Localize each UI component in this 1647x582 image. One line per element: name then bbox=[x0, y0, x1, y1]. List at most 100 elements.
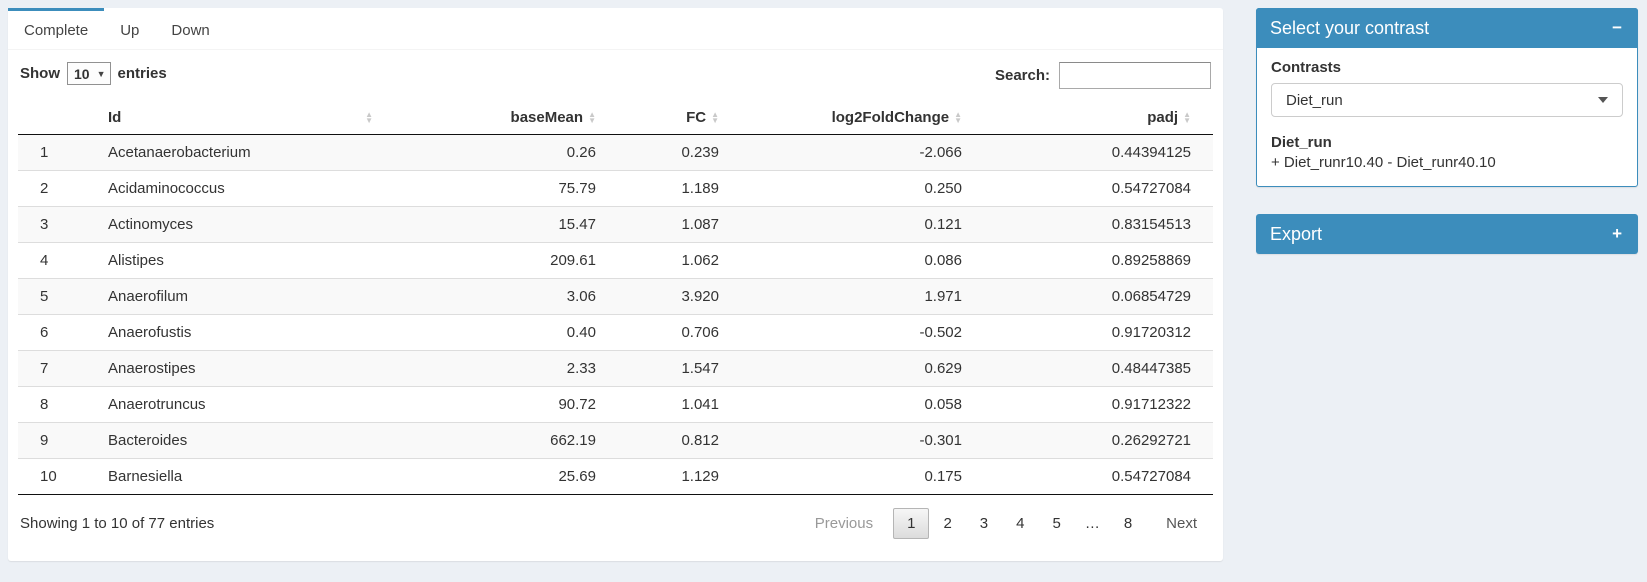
row-index-cell: 7 bbox=[18, 350, 98, 387]
row-index-cell: 6 bbox=[18, 314, 98, 351]
results-table: Id ▲ ▼ baseMean ▲ ▼ FC bbox=[18, 101, 1213, 495]
table-row[interactable]: 1 Acetanaerobacterium 0.26 0.239 -2.066 0.443… bbox=[18, 134, 1213, 171]
contrast-name: Diet_run bbox=[1271, 134, 1332, 151]
padj-cell: 0.06854729 bbox=[978, 278, 1213, 315]
padj-cell: 0.91720312 bbox=[978, 314, 1213, 351]
basemean-cell: 75.79 bbox=[383, 170, 608, 207]
fc-cell: 0.706 bbox=[608, 314, 733, 351]
padj-cell: 0.44394125 bbox=[1111, 144, 1191, 161]
id-cell: Acidaminococcus bbox=[98, 170, 383, 207]
log2foldchange-cell: 0.086 bbox=[733, 242, 978, 279]
basemean-cell: 90.72 bbox=[383, 386, 608, 423]
pagination-pages: 1 2 3 4 5 … 8 bbox=[893, 508, 1146, 539]
table-row[interactable]: 8 Anaerotruncus 90.72 1.041 0.058 0.91712322 bbox=[18, 386, 1213, 423]
fc-cell: 1.062 bbox=[608, 242, 733, 279]
tab-strip: Complete Up Down bbox=[8, 8, 1223, 50]
sort-icon: ▲ ▼ bbox=[711, 109, 719, 125]
caret-down-icon: ▼ bbox=[96, 68, 106, 79]
contrast-select[interactable]: Diet_run bbox=[1271, 83, 1623, 117]
row-index-cell: 9 bbox=[18, 422, 98, 459]
row-index-cell: 5 bbox=[18, 278, 98, 315]
id-cell: Actinomyces bbox=[98, 206, 383, 243]
log2foldchange-cell: 0.121 bbox=[733, 206, 978, 243]
collapse-icon[interactable]: − bbox=[1612, 18, 1622, 37]
table-row[interactable]: 9 Bacteroides 662.19 0.812 -0.301 0.26292721 bbox=[18, 422, 1213, 459]
table-body: 1 Acetanaerobacterium 0.26 0.239 -2.066 0.443… bbox=[18, 134, 1213, 495]
table-controls: Show 10 ▼ entries Search: bbox=[20, 62, 1211, 89]
id-cell: Barnesiella bbox=[98, 458, 383, 495]
table-row[interactable]: 4 Alistipes 209.61 1.062 0.086 0.89258869 bbox=[18, 242, 1213, 279]
table-row[interactable]: 6 Anaerofustis 0.40 0.706 -0.502 0.91720312 bbox=[18, 314, 1213, 351]
padj-cell: 0.54727084 bbox=[978, 458, 1213, 495]
contrast-select-value: Diet_run bbox=[1286, 91, 1343, 109]
next-button[interactable]: Next bbox=[1166, 515, 1197, 532]
table-row[interactable]: 5 Anaerofilum 3.06 3.920 1.971 0.06854729 bbox=[18, 278, 1213, 315]
log2foldchange-cell: -2.066 bbox=[919, 144, 962, 161]
page-button[interactable]: 8 bbox=[1123, 515, 1133, 532]
header-padj[interactable]: padj ▲ ▼ bbox=[978, 101, 1213, 135]
id-cell: Alistipes bbox=[98, 242, 383, 279]
search-input[interactable] bbox=[1059, 62, 1211, 89]
table-footer: Showing 1 to 10 of 77 entries Previous 1… bbox=[20, 508, 1211, 539]
row-index-cell: 1 bbox=[40, 144, 49, 161]
id-cell: Acetanaerobacterium bbox=[108, 144, 251, 161]
sort-icon: ▲ ▼ bbox=[588, 109, 596, 125]
row-index-cell: 3 bbox=[18, 206, 98, 243]
sidebar: Select your contrast − Contrasts Diet_ru… bbox=[1256, 8, 1638, 254]
table-row[interactable]: 10 Barnesiella 25.69 1.129 0.175 0.54727084 bbox=[18, 458, 1213, 495]
contrast-box: Select your contrast − Contrasts Diet_ru… bbox=[1256, 8, 1638, 187]
header-id[interactable]: Id ▲ ▼ bbox=[98, 101, 383, 135]
basemean-cell: 15.47 bbox=[383, 206, 608, 243]
header-fc[interactable]: FC ▲ ▼ bbox=[608, 101, 733, 135]
page-button[interactable]: 2 bbox=[943, 515, 952, 532]
contrast-box-title: Select your contrast bbox=[1270, 18, 1430, 38]
header-log2foldchange[interactable]: log2FoldChange ▲ ▼ bbox=[733, 101, 978, 135]
search-control: Search: bbox=[995, 62, 1211, 89]
expand-icon[interactable]: + bbox=[1612, 224, 1622, 243]
basemean-cell: 0.26 bbox=[566, 144, 596, 161]
header-fc-label: FC bbox=[686, 109, 707, 126]
tab-content: Show 10 ▼ entries Search: bbox=[8, 50, 1223, 561]
tab-complete[interactable]: Complete bbox=[8, 8, 105, 49]
table-info: Showing 1 to 10 of 77 entries bbox=[20, 515, 215, 532]
tab-up[interactable]: Up bbox=[120, 22, 140, 39]
contrast-box-body: Contrasts Diet_run Diet_run + Diet_runr1… bbox=[1257, 48, 1637, 186]
log2foldchange-cell: -0.502 bbox=[733, 314, 978, 351]
basemean-cell: 662.19 bbox=[383, 422, 608, 459]
log2foldchange-cell: -0.301 bbox=[733, 422, 978, 459]
export-box-header: Export + bbox=[1256, 214, 1638, 254]
log2foldchange-cell: 0.058 bbox=[733, 386, 978, 423]
page-button[interactable]: 3 bbox=[979, 515, 989, 532]
basemean-cell: 2.33 bbox=[383, 350, 608, 387]
page-button[interactable]: 5 bbox=[1052, 515, 1061, 532]
fc-cell: 0.239 bbox=[681, 144, 719, 161]
sort-icon: ▲ ▼ bbox=[1183, 109, 1191, 125]
table-row[interactable]: 3 Actinomyces 15.47 1.087 0.121 0.83154513 bbox=[18, 206, 1213, 243]
page-button[interactable]: 1 bbox=[893, 508, 930, 539]
results-panel: Complete Up Down Show 10 ▼ entries Searc… bbox=[8, 8, 1223, 561]
padj-cell: 0.83154513 bbox=[978, 206, 1213, 243]
page-length-control: Show 10 ▼ entries bbox=[20, 62, 167, 85]
header-basemean[interactable]: baseMean ▲ ▼ bbox=[383, 101, 608, 135]
search-label: Search: bbox=[994, 67, 1050, 84]
id-cell: Bacteroides bbox=[98, 422, 383, 459]
table-row[interactable]: 7 Anaerostipes 2.33 1.547 0.629 0.48447385 bbox=[18, 350, 1213, 387]
page-length-select[interactable]: 10 ▼ bbox=[67, 62, 111, 85]
padj-cell: 0.54727084 bbox=[978, 170, 1213, 207]
show-label: Show bbox=[20, 65, 60, 82]
table-row[interactable]: 2 Acidaminococcus 75.79 1.189 0.250 0.5472708… bbox=[18, 170, 1213, 207]
header-log2foldchange-label: log2FoldChange bbox=[831, 109, 950, 126]
previous-button[interactable]: Previous bbox=[814, 515, 874, 532]
page: Complete Up Down Show 10 ▼ entries Searc… bbox=[8, 8, 1638, 561]
table-header: Id ▲ ▼ baseMean ▲ ▼ FC bbox=[18, 101, 1213, 135]
sort-icon: ▲ ▼ bbox=[365, 109, 373, 125]
export-box: Export + bbox=[1256, 214, 1638, 254]
basemean-cell: 25.69 bbox=[383, 458, 608, 495]
fc-cell: 1.129 bbox=[608, 458, 733, 495]
padj-cell: 0.48447385 bbox=[978, 350, 1213, 387]
tab-down[interactable]: Down bbox=[171, 22, 210, 39]
page-button[interactable]: 4 bbox=[1016, 515, 1025, 532]
fc-cell: 3.920 bbox=[608, 278, 733, 315]
row-index-cell: 10 bbox=[18, 458, 98, 495]
fc-cell: 1.041 bbox=[608, 386, 733, 423]
